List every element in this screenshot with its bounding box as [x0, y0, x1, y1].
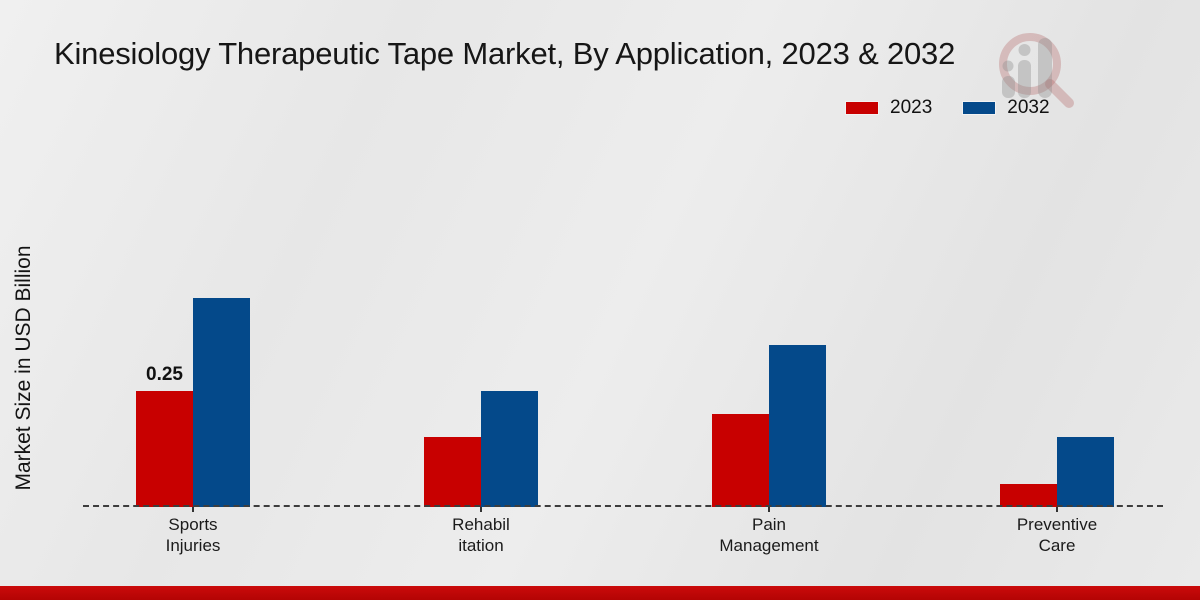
bar-group-preventive-care — [1000, 437, 1114, 507]
legend-swatch-2032-icon — [962, 101, 997, 115]
bar-2023-preventive-care — [1000, 484, 1057, 507]
bar-2032-sports-injuries — [193, 298, 250, 507]
y-axis-label: Market Size in USD Billion — [12, 245, 35, 491]
x-axis-category-label-preventive-care: Preventive Care — [1016, 515, 1098, 555]
legend-label: 2023 — [890, 97, 933, 118]
bar-group-sports-injuries: 0.25 — [136, 298, 250, 507]
legend-item-2023: 2023 — [845, 97, 932, 119]
x-axis-category-label-rehabilitation: Rehabil itation — [452, 515, 510, 555]
bar-value-label: 0.25 — [146, 364, 183, 385]
bar-2032-preventive-care — [1057, 437, 1114, 507]
bar-2032-pain-management — [769, 345, 826, 507]
x-axis-tick — [768, 507, 770, 512]
x-axis-tick — [1056, 507, 1058, 512]
x-axis-tick — [480, 507, 482, 512]
x-axis-baseline — [83, 505, 1163, 507]
chart-title: Kinesiology Therapeutic Tape Market, By … — [54, 36, 956, 71]
magnifier-chart-logo-watermark — [999, 33, 1074, 108]
legend-item-2032: 2032 — [962, 97, 1050, 119]
footer-accent-bar — [0, 586, 1200, 600]
bar-2023-sports-injuries: 0.25 — [136, 364, 193, 507]
bar-group-pain-management — [712, 345, 826, 507]
bar-2023-rehabilitation — [424, 437, 481, 507]
x-axis-category-label-sports-injuries: Sports Injuries — [165, 515, 221, 555]
bar-group-rehabilitation — [424, 391, 538, 507]
bar-2023-pain-management — [712, 414, 769, 507]
legend-swatch-2023-icon — [845, 101, 879, 115]
x-axis-category-label-pain-management: Pain Management — [719, 515, 819, 555]
bar-2032-rehabilitation — [481, 391, 538, 507]
x-axis-tick — [192, 507, 194, 512]
legend: 2023 2032 — [845, 97, 1050, 119]
legend-label: 2032 — [1007, 97, 1050, 118]
